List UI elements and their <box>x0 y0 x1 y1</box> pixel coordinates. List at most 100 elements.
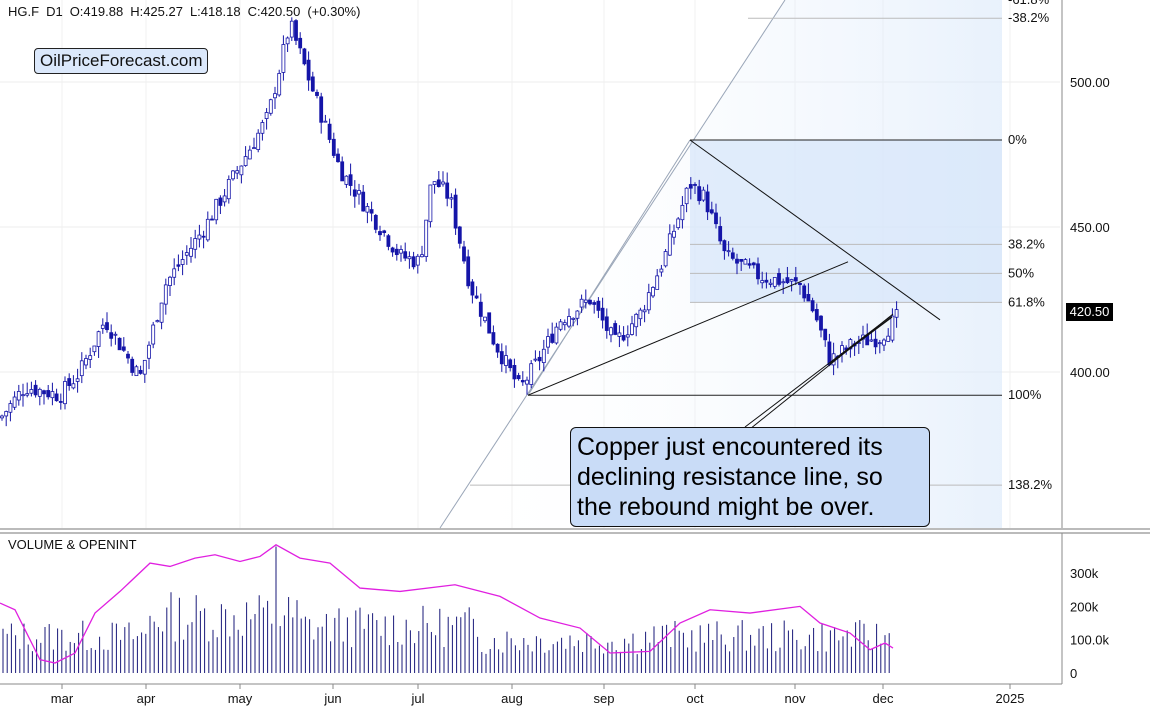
candle <box>520 380 525 383</box>
candle <box>596 300 601 311</box>
candle <box>638 309 643 320</box>
candle <box>0 415 4 419</box>
candle <box>705 191 710 213</box>
candle <box>176 264 181 267</box>
candle <box>184 252 189 256</box>
candle <box>134 366 139 377</box>
candle <box>189 247 193 257</box>
candle <box>298 37 303 49</box>
candle <box>340 161 345 182</box>
candle <box>516 375 521 380</box>
time-tick-label: nov <box>785 691 806 706</box>
candle <box>798 282 802 286</box>
candle <box>331 138 336 156</box>
candle <box>441 181 445 185</box>
candle <box>88 355 93 360</box>
candle <box>491 332 496 345</box>
volume-tick-label: 0 <box>1070 666 1077 681</box>
candle <box>193 238 198 250</box>
candle <box>172 268 177 278</box>
time-tick-label: sep <box>594 691 615 706</box>
candle <box>126 353 130 359</box>
candle <box>777 273 781 285</box>
candle <box>504 355 508 366</box>
candle <box>470 281 475 296</box>
high-value: H:425.27 <box>130 4 183 19</box>
candle <box>273 93 277 99</box>
candle <box>508 359 513 369</box>
candle <box>8 403 13 413</box>
candle <box>121 346 126 351</box>
candle <box>142 359 147 375</box>
open-value: O:419.88 <box>69 4 124 19</box>
candle <box>159 302 164 323</box>
candle <box>760 280 765 284</box>
candle <box>827 341 832 366</box>
candle <box>294 20 298 41</box>
candle <box>138 369 143 374</box>
candle <box>642 309 647 313</box>
candle <box>411 256 416 268</box>
candle <box>768 282 773 285</box>
candle <box>390 247 395 253</box>
candle <box>873 338 878 348</box>
candle <box>562 322 567 326</box>
candle <box>714 212 718 225</box>
candle <box>424 219 429 257</box>
candle <box>739 258 744 262</box>
timeframe-label: D1 <box>46 4 63 19</box>
candle <box>882 339 886 346</box>
candle <box>789 279 794 282</box>
candle <box>483 316 487 322</box>
candle <box>151 324 156 345</box>
candle <box>499 351 504 365</box>
candle <box>659 268 664 273</box>
candle <box>747 263 752 266</box>
candle <box>37 388 42 397</box>
candle <box>58 401 63 403</box>
candle <box>327 123 332 140</box>
candle <box>751 262 756 266</box>
candle <box>735 258 739 264</box>
candle <box>344 175 349 185</box>
candle <box>105 322 109 331</box>
change-value: (+0.30%) <box>307 4 361 19</box>
brand-logo: OilPriceForecast.com <box>34 48 209 74</box>
candle <box>33 384 38 396</box>
chart-header: HG.F D1 O:419.88 H:425.27 L:418.18 C:420.50 (+… <box>8 4 367 19</box>
candle <box>75 378 80 382</box>
candle <box>277 73 282 96</box>
candle <box>819 315 823 331</box>
candle <box>285 37 290 45</box>
candle <box>474 295 479 299</box>
candle <box>701 189 706 201</box>
candle <box>445 182 450 199</box>
candle <box>210 218 214 221</box>
candle <box>260 122 265 134</box>
candle <box>525 379 529 385</box>
candle <box>310 76 315 92</box>
fib-label: -38.2% <box>1008 10 1050 25</box>
open-interest-line <box>0 544 894 664</box>
candle <box>436 179 441 188</box>
time-tick-label: dec <box>873 691 894 706</box>
candle <box>537 356 542 362</box>
time-tick-label: apr <box>137 691 156 706</box>
candle <box>50 391 55 399</box>
candle <box>655 275 660 290</box>
candle <box>382 230 387 234</box>
declining-resistance-line <box>689 139 941 321</box>
volume-panel-label: VOLUME & OPENINT <box>8 537 137 552</box>
candle <box>478 301 483 317</box>
candle <box>168 276 172 286</box>
fib-label: -61.8% <box>1008 0 1050 7</box>
time-tick-label: jun <box>323 691 341 706</box>
candle <box>772 277 777 287</box>
candle <box>113 333 118 336</box>
candle <box>201 235 206 238</box>
candle <box>264 112 269 120</box>
fib-label: 50% <box>1008 265 1034 280</box>
candle <box>96 331 101 347</box>
candle <box>79 360 84 377</box>
candle <box>588 299 592 305</box>
